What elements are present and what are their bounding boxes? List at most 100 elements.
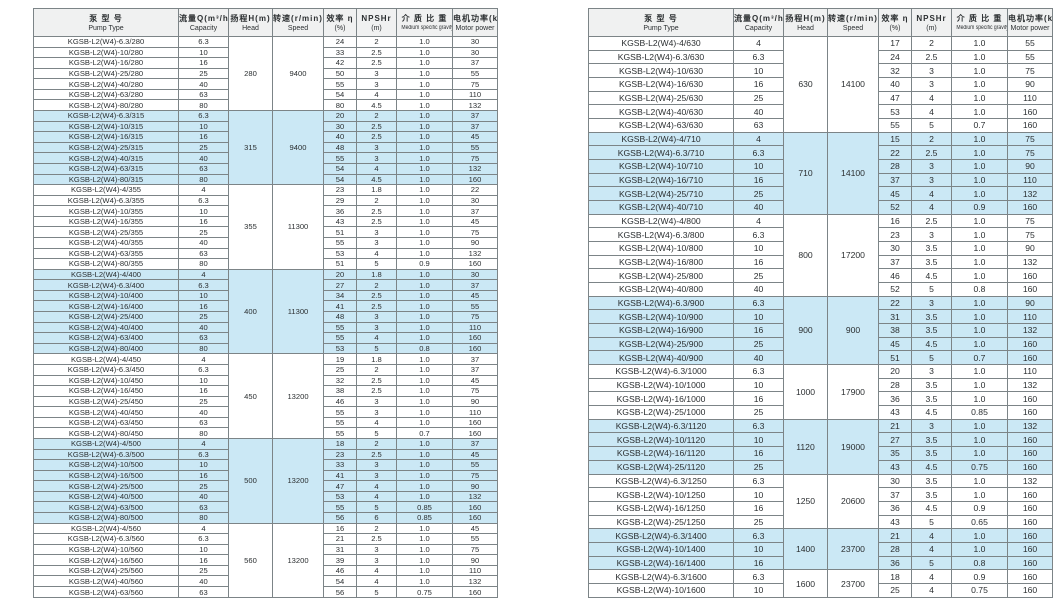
power-cell: 160 <box>1007 432 1053 448</box>
power-cell: 110 <box>452 88 498 101</box>
power-cell: 160 <box>452 332 498 344</box>
table-body-left: KGSB-L2(W4)-6.3/280 6.3 280 9400 24 2 1.0 30 KGS… <box>33 35 498 599</box>
efficiency-cell: 55 <box>323 78 357 90</box>
power-cell: 37 <box>452 437 498 450</box>
npshr-cell: 3 <box>356 321 397 334</box>
pump-type-cell: KGSB-L2(W4)-6.3/1000 <box>588 364 734 379</box>
efficiency-cell: 21 <box>323 533 357 545</box>
npshr-cell: 3 <box>356 67 397 80</box>
pump-type-cell: KGSB-L2(W4)-40/900 <box>588 350 734 366</box>
gravity-cell: 1.0 <box>951 446 1008 461</box>
table-row: KGSB-L2(W4)-4/400 4 400 11300 20 1.8 1.0 30 <box>33 268 498 355</box>
col-motor-power-en: Motor power <box>1010 24 1050 32</box>
power-cell: 55 <box>452 67 498 80</box>
npshr-cell: 2.5 <box>356 533 397 545</box>
npshr-cell: 2.5 <box>911 145 952 161</box>
capacity-cell: 25 <box>178 226 229 238</box>
gravity-cell: 1.0 <box>951 145 1008 161</box>
capacity-cell: 80 <box>178 258 229 270</box>
efficiency-cell: 25 <box>323 363 357 376</box>
pump-type-cell: KGSB-L2(W4)-10/500 <box>33 459 179 471</box>
npshr-cell: 2 <box>356 363 397 376</box>
efficiency-cell: 36 <box>878 391 912 407</box>
npshr-cell: 2.5 <box>911 213 952 229</box>
gravity-cell: 1.0 <box>951 254 1008 270</box>
efficiency-cell: 24 <box>878 49 912 65</box>
pump-type-cell: KGSB-L2(W4)-25/800 <box>588 268 734 284</box>
efficiency-cell: 37 <box>878 172 912 188</box>
gravity-cell: 1.0 <box>396 173 453 186</box>
efficiency-cell: 20 <box>878 364 912 379</box>
col-npshr-zh: NPSHr <box>361 13 392 23</box>
gravity-cell: 1.0 <box>396 46 453 59</box>
power-cell: 132 <box>452 162 498 175</box>
pump-type-cell: KGSB-L2(W4)-16/500 <box>33 469 179 482</box>
col-gravity: 介 质 比 重 Medium specific gravity <box>951 8 1008 37</box>
npshr-cell: 4.5 <box>911 459 952 475</box>
table-row: KGSB-L2(W4)-10/710 10 28 3 1.0 90 <box>588 159 1053 174</box>
efficiency-cell: 36 <box>878 555 912 571</box>
table-row: KGSB-L2(W4)-80/355 80 51 5 0.9 160 <box>33 258 498 270</box>
gravity-cell: 0.75 <box>951 459 1008 475</box>
gravity-cell: 0.85 <box>951 405 1008 420</box>
col-head-zh: 扬程H(m) <box>230 13 271 23</box>
gravity-cell: 1.0 <box>396 289 453 302</box>
gravity-cell: 1.0 <box>396 406 453 418</box>
pump-type-cell: KGSB-L2(W4)-10/450 <box>33 374 179 387</box>
power-cell: 30 <box>452 36 498 48</box>
npshr-cell: 2.5 <box>356 215 397 228</box>
npshr-cell: 4 <box>356 564 397 577</box>
capacity-cell: 40 <box>733 104 784 120</box>
capacity-cell: 10 <box>733 432 784 448</box>
capacity-cell: 40 <box>733 350 784 366</box>
capacity-cell: 25 <box>178 564 229 577</box>
capacity-cell: 25 <box>178 480 229 492</box>
efficiency-cell: 16 <box>323 522 357 535</box>
table-row: KGSB-L2(W4)-4/355 4 355 11300 23 1.8 1.0 22 <box>33 184 498 270</box>
npshr-cell: 4 <box>356 162 397 175</box>
pump-type-cell: KGSB-L2(W4)-25/900 <box>588 336 734 352</box>
capacity-cell: 6.3 <box>733 295 784 311</box>
col-motor-power-zh: 电机功率(kW) <box>1008 13 1053 23</box>
gravity-cell: 1.0 <box>396 152 453 164</box>
gravity-cell: 1.0 <box>951 541 1008 557</box>
gravity-cell: 1.0 <box>396 78 453 90</box>
efficiency-cell: 42 <box>323 57 357 69</box>
efficiency-cell: 36 <box>323 205 357 217</box>
pump-type-cell: KGSB-L2(W4)-10/1400 <box>588 541 734 557</box>
capacity-cell: 25 <box>733 186 784 202</box>
gravity-cell: 1.0 <box>951 172 1008 188</box>
col-motor-power: 电机功率(kW) Motor power <box>452 8 498 37</box>
table-row: KGSB-L2(W4)-40/900 40 51 5 0.7 160 <box>588 350 1053 366</box>
power-cell: 160 <box>452 512 498 524</box>
pump-type-cell: KGSB-L2(W4)-16/1000 <box>588 391 734 407</box>
efficiency-cell: 55 <box>323 501 357 513</box>
efficiency-cell: 54 <box>323 88 357 101</box>
capacity-cell: 63 <box>733 118 784 133</box>
pump-type-cell: KGSB-L2(W4)-40/710 <box>588 200 734 215</box>
efficiency-cell: 23 <box>878 227 912 243</box>
efficiency-cell: 28 <box>878 159 912 174</box>
capacity-cell: 25 <box>178 67 229 80</box>
efficiency-cell: 37 <box>878 487 912 502</box>
efficiency-cell: 18 <box>878 569 912 584</box>
gravity-cell: 0.9 <box>951 569 1008 584</box>
capacity-cell: 25 <box>733 514 784 530</box>
col-pump-type-en: Pump Type <box>643 24 679 32</box>
pump-type-cell: KGSB-L2(W4)-63/315 <box>33 162 179 175</box>
power-cell: 160 <box>1007 104 1053 120</box>
capacity-cell: 6.3 <box>733 145 784 161</box>
power-cell: 160 <box>1007 118 1053 133</box>
capacity-cell: 6.3 <box>733 364 784 379</box>
col-npshr-en: (m) <box>926 24 937 32</box>
power-cell: 160 <box>1007 459 1053 475</box>
pump-type-cell: KGSB-L2(W4)-25/500 <box>33 480 179 492</box>
npshr-cell: 2.5 <box>356 448 397 461</box>
power-cell: 160 <box>1007 391 1053 407</box>
speed-cell: 17900 <box>827 364 879 420</box>
gravity-cell: 1.0 <box>951 213 1008 229</box>
efficiency-cell: 51 <box>323 226 357 238</box>
gravity-cell: 1.0 <box>396 131 453 143</box>
power-cell: 132 <box>1007 377 1053 393</box>
table-row: KGSB-L2(W4)-4/560 4 560 13200 16 2 1.0 45 <box>33 522 498 599</box>
